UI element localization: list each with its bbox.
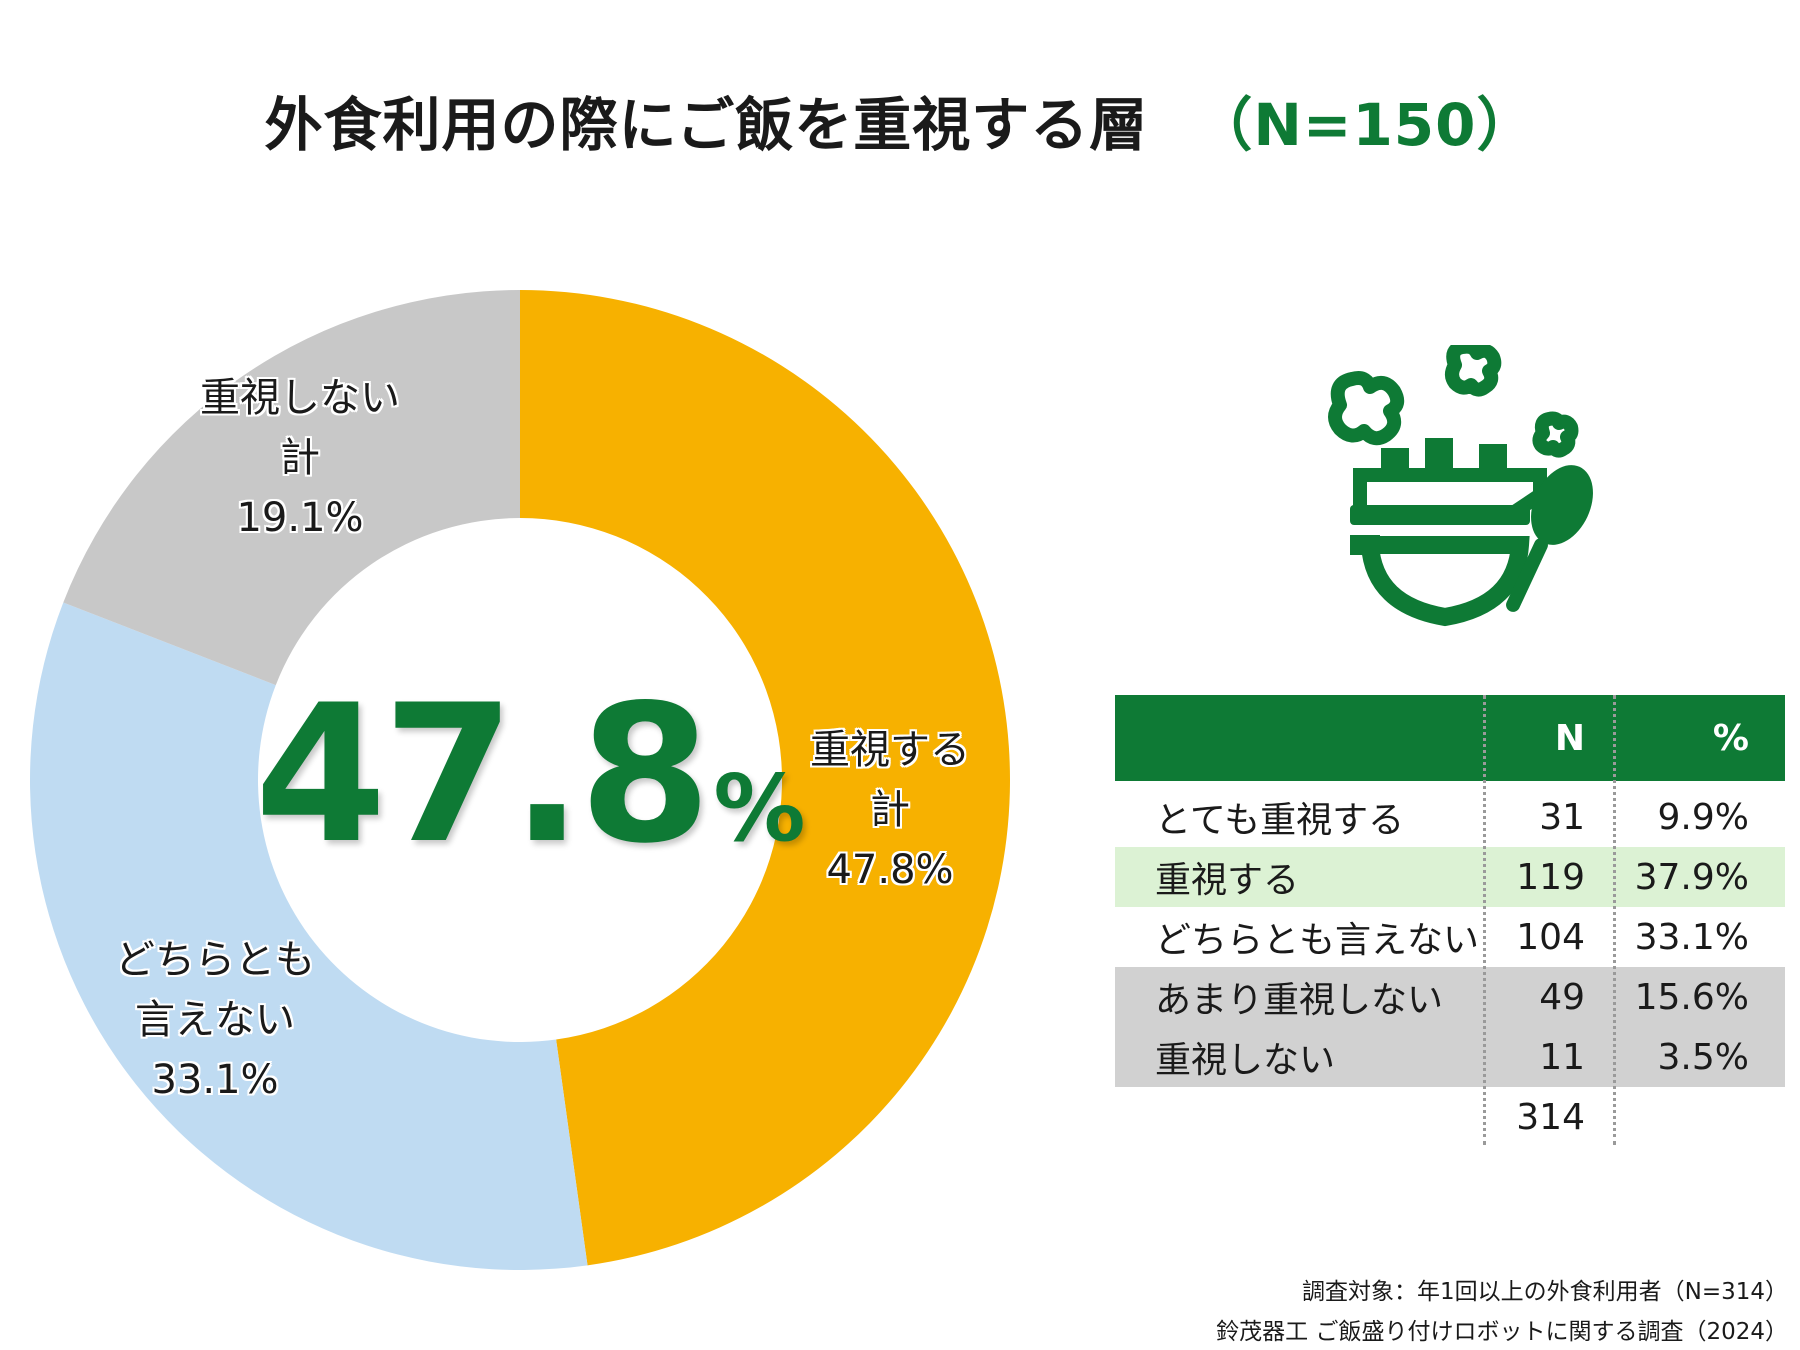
row-n: 119	[1516, 856, 1585, 898]
slice-label-important: 重視する 計 47.8%	[780, 720, 1000, 900]
table-divider	[1613, 695, 1616, 1145]
table-header-pct: %	[1712, 717, 1749, 759]
row-label: どちらとも言えない	[1155, 920, 1480, 961]
donut-slice-0	[520, 290, 1010, 1266]
row-label: あまり重視しない	[1155, 980, 1444, 1021]
row-label: 重視する	[1155, 860, 1300, 901]
row-pct: 15.6%	[1634, 976, 1749, 1018]
row-label: 重視しない	[1155, 1040, 1336, 1081]
table-divider	[1483, 695, 1486, 1145]
table-row: とても重視する 31 9.9%	[1115, 787, 1785, 847]
center-unit: %	[713, 755, 806, 862]
table-row: 重視しない 11 3.5%	[1115, 1027, 1785, 1087]
donut-slice-2	[63, 290, 520, 686]
center-percentage: 47.8%	[255, 680, 806, 900]
slice-label-line: 言えない	[135, 997, 295, 1043]
table-header: N %	[1115, 695, 1785, 781]
footnote-source: 鈴茂器工 ご飯盛り付けロボットに関する調査（2024）	[1216, 1319, 1788, 1345]
table-total: 314	[1516, 1096, 1585, 1138]
table-row: 重視する 119 37.9%	[1115, 847, 1785, 907]
table-header-n: N	[1554, 717, 1585, 759]
title-n: （N=150）	[1194, 91, 1536, 159]
slice-label-line: 計	[870, 787, 910, 833]
row-label: とても重視する	[1155, 800, 1405, 841]
table-row: どちらとも言えない 104 33.1%	[1115, 907, 1785, 967]
slice-label-value: 47.8%	[826, 847, 954, 893]
center-value: 47.8	[254, 664, 712, 885]
rice-bowl-icon	[1328, 345, 1593, 627]
donut-slice-1	[30, 602, 588, 1270]
slice-label-value: 33.1%	[151, 1057, 279, 1103]
row-n: 31	[1539, 796, 1585, 838]
row-n: 11	[1539, 1036, 1585, 1078]
slice-label-line: 計	[280, 435, 320, 481]
donut-chart	[30, 290, 1010, 1270]
table-row: あまり重視しない 49 15.6%	[1115, 967, 1785, 1027]
row-n: 104	[1516, 916, 1585, 958]
row-pct: 37.9%	[1634, 856, 1749, 898]
row-n: 49	[1539, 976, 1585, 1018]
chart-title: 外食利用の際にご飯を重視する層 （N=150）	[0, 78, 1800, 162]
footnote-target: 調査対象：年1回以上の外食利用者（N=314）	[1301, 1279, 1788, 1305]
slice-label-not-important: 重視しない 計 19.1%	[170, 368, 430, 548]
table-total-row: 314	[1115, 1087, 1785, 1147]
slice-label-value: 19.1%	[236, 495, 364, 541]
slice-label-line: 重視しない	[200, 375, 400, 421]
title-main: 外食利用の際にご飯を重視する層	[264, 91, 1149, 159]
data-table: N % とても重視する 31 9.9% 重視する 119 37.9% どちらとも…	[1115, 695, 1785, 1147]
row-pct: 9.9%	[1657, 796, 1749, 838]
slice-label-line: どちらとも	[115, 937, 315, 983]
row-pct: 33.1%	[1634, 916, 1749, 958]
slice-label-line: 重視する	[810, 727, 970, 773]
row-pct: 3.5%	[1657, 1036, 1749, 1078]
slice-label-neutral: どちらとも 言えない 33.1%	[90, 930, 340, 1110]
